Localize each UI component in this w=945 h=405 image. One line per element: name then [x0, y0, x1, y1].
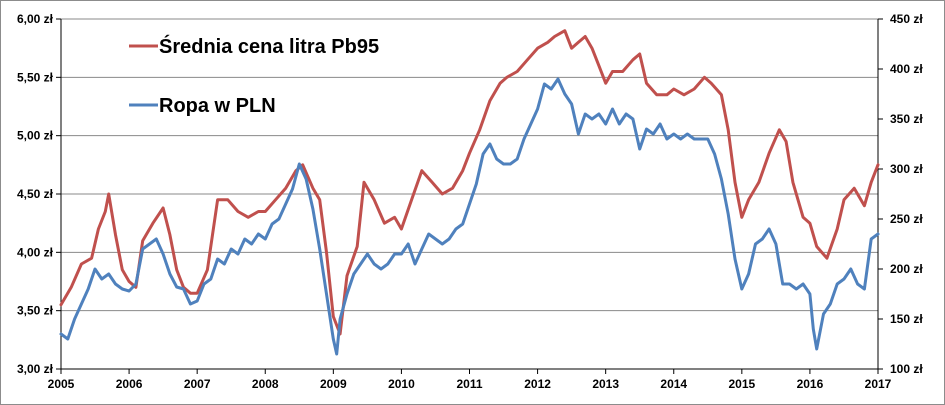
legend-label: Średnia cena litra Pb95	[159, 34, 379, 58]
left-axis-tick-label: 5,00 zł	[17, 129, 54, 143]
x-axis-tick-label: 2009	[320, 377, 347, 391]
right-axis-tick-label: 100 zł	[890, 362, 923, 376]
x-axis-tick-label: 2013	[592, 377, 619, 391]
x-axis-tick-label: 2006	[116, 377, 143, 391]
legend-label: Ropa w PLN	[159, 95, 276, 117]
right-axis-tick-label: 450 zł	[890, 12, 923, 26]
left-axis-tick-label: 4,50 zł	[17, 187, 54, 201]
left-axis-tick-label: 3,50 zł	[17, 304, 54, 318]
x-axis-tick-label: 2015	[728, 377, 755, 391]
right-axis-tick-label: 350 zł	[890, 112, 923, 126]
x-axis-tick-label: 2014	[660, 377, 687, 391]
right-axis-tick-label: 300 zł	[890, 162, 923, 176]
left-axis-tick-label: 4,00 zł	[17, 245, 54, 259]
x-axis-tick-label: 2016	[797, 377, 824, 391]
x-axis-tick-label: 2005	[48, 377, 75, 391]
series-line	[59, 77, 880, 356]
x-axis-tick-label: 2011	[456, 377, 482, 391]
x-axis-tick-label: 2008	[252, 377, 279, 391]
right-axis-tick-label: 200 zł	[890, 262, 923, 276]
gridlines	[61, 18, 878, 370]
left-axis-tick-label: 5,50 zł	[17, 70, 54, 84]
left-axis-tick-label: 6,00 zł	[17, 12, 54, 26]
right-axis-tick-label: 150 zł	[890, 312, 923, 326]
legend: Średnia cena litra Pb95 Ropa w PLN	[129, 34, 379, 117]
x-axis-tick-label: 2017	[865, 377, 892, 391]
x-axis-tick-label: 2012	[524, 377, 551, 391]
x-axis-tick-label: 2007	[184, 377, 211, 391]
left-axis-tick-label: 3,00 zł	[17, 362, 54, 376]
axes: 3,00 zł 3,50 zł 4,00 zł 4,50 zł 5,00 zł 5,50 …	[17, 12, 923, 391]
series-lines	[59, 29, 880, 356]
x-axis-tick-label: 2010	[388, 377, 415, 391]
series-line	[59, 29, 880, 336]
right-axis-tick-label: 250 zł	[890, 212, 923, 226]
right-axis-tick-label: 400 zł	[890, 62, 923, 76]
